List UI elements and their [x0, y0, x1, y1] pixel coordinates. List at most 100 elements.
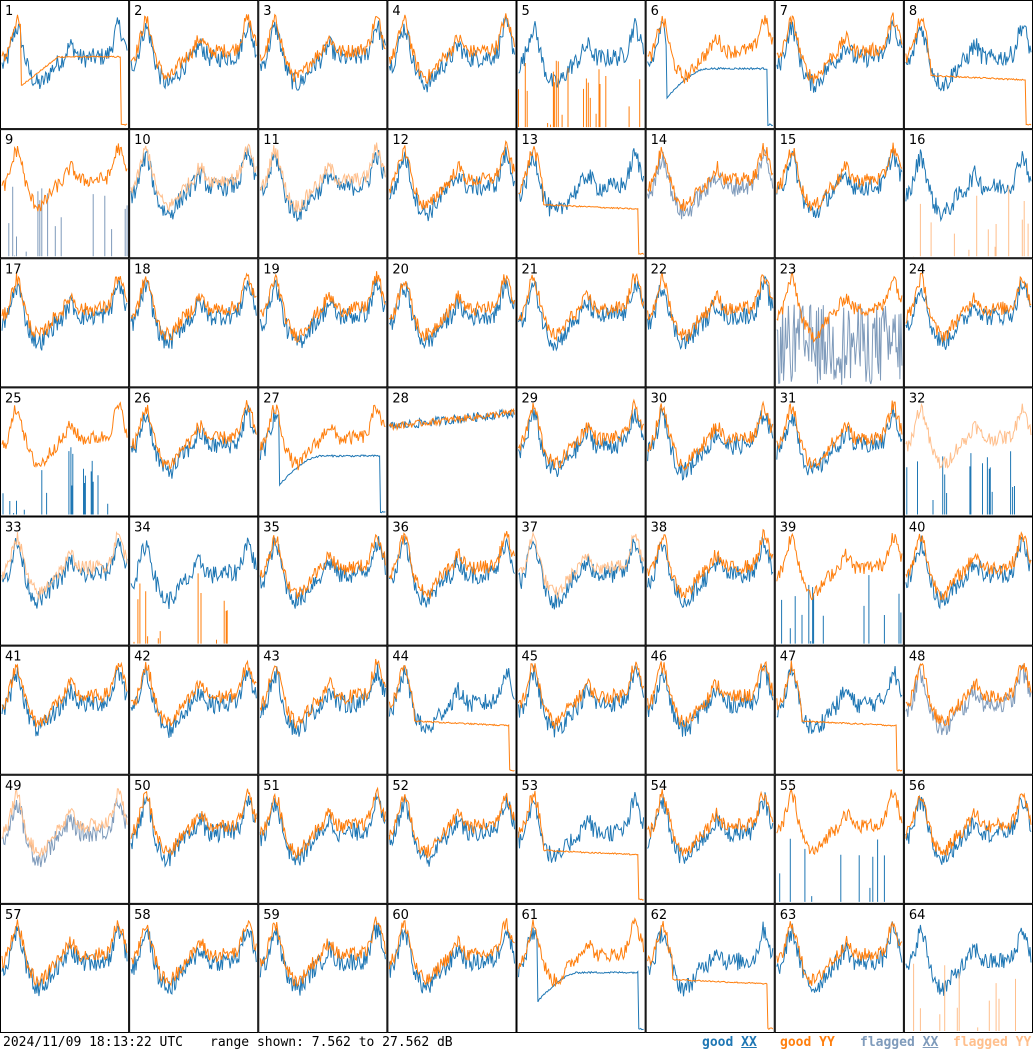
panel-label: 54 [651, 779, 668, 794]
panel-frame [774, 774, 904, 904]
panel-frame [774, 516, 904, 646]
series-xx-48 [905, 664, 1032, 736]
panel-frame [516, 387, 646, 517]
panel-49: 49 [0, 774, 130, 904]
series-yy-59 [259, 916, 386, 988]
series-yy-64 [913, 963, 1016, 1031]
panel-label: 55 [780, 779, 797, 794]
series-yy-17 [1, 273, 128, 338]
series-yy-9 [1, 143, 128, 212]
panel-label: 42 [134, 650, 151, 665]
panel-frame [258, 129, 388, 259]
panel-frame [0, 645, 130, 775]
series-yy-5 [518, 60, 645, 128]
panel-label: 34 [134, 521, 151, 536]
panel-frame [516, 258, 646, 388]
panel-frame [387, 387, 517, 517]
panel-label: 64 [909, 908, 926, 923]
series-yy-35 [259, 533, 386, 599]
panel-label: 31 [780, 391, 797, 406]
series-xx-8 [905, 25, 1032, 92]
series-xx-26 [130, 404, 257, 479]
legend-flagged-yy-pol: YY [1015, 1035, 1032, 1050]
panel-frame [0, 387, 130, 517]
series-yy-20 [389, 274, 515, 342]
panel-frame [645, 516, 775, 646]
panel-frame [258, 645, 388, 775]
panel-frame [645, 645, 775, 775]
panel-label: 6 [651, 4, 659, 19]
panel-26: 26 [129, 387, 259, 517]
range-text: range shown: 7.562 to 27.562 dB [210, 1035, 453, 1050]
panel-41: 41 [0, 645, 130, 775]
panel-label: 48 [909, 650, 926, 665]
panel-frame [774, 0, 904, 130]
series-yy-7 [776, 12, 903, 84]
panel-label: 36 [392, 521, 409, 536]
panel-label: 29 [522, 391, 539, 406]
series-yy-53 [518, 790, 644, 901]
series-xx-23 [776, 304, 903, 385]
panel-10: 10 [129, 129, 259, 259]
panel-frame [387, 516, 517, 646]
panel-3: 3 [258, 0, 388, 130]
panel-label: 24 [909, 262, 926, 277]
panel-frame [645, 774, 775, 904]
series-yy-62 [647, 921, 774, 1031]
series-yy-48 [905, 662, 1032, 726]
panel-frame [0, 516, 130, 646]
series-xx-49 [1, 798, 128, 868]
series-yy-51 [259, 786, 386, 860]
panel-label: 40 [909, 521, 926, 536]
series-yy-37 [518, 531, 645, 599]
panel-label: 14 [651, 133, 668, 148]
panel-label: 51 [263, 779, 280, 794]
series-xx-46 [647, 664, 774, 737]
panel-27: 27 [258, 387, 388, 517]
panel-label: 32 [909, 391, 926, 406]
series-yy-54 [647, 789, 774, 856]
panel-55: 55 [774, 774, 904, 904]
series-yy-32 [905, 402, 1032, 470]
panel-label: 12 [392, 133, 409, 148]
series-yy-34 [130, 573, 257, 644]
panel-40: 40 [903, 516, 1033, 646]
legend-good-yy: good YY [780, 1035, 835, 1050]
panel-33: 33 [0, 516, 130, 646]
panel-label: 16 [909, 133, 926, 148]
panel-18: 18 [129, 258, 259, 388]
panel-label: 23 [780, 262, 797, 277]
series-xx-15 [776, 149, 903, 219]
panel-frame [129, 0, 259, 130]
panel-label: 57 [5, 908, 22, 923]
panel-frame [0, 0, 130, 130]
panel-label: 59 [263, 908, 280, 923]
series-xx-16 [905, 149, 1032, 223]
series-xx-25 [2, 447, 109, 515]
series-yy-3 [259, 13, 386, 83]
series-xx-43 [259, 663, 386, 737]
series-yy-50 [130, 788, 257, 856]
series-yy-33 [1, 530, 128, 600]
footer: 2024/11/09 18:13:22 UTC range shown: 7.5… [0, 1033, 1033, 1053]
panel-47: 47 [774, 645, 904, 775]
panel-label: 58 [134, 908, 151, 923]
legend-good-xx-pol: XX [741, 1035, 757, 1050]
panel-label: 26 [134, 391, 151, 406]
panel-23: 23 [774, 258, 904, 388]
panel-label: 46 [651, 650, 668, 665]
legend-flagged-yy-word: flagged [953, 1035, 1008, 1050]
legend-good-yy-word: good [780, 1035, 812, 1050]
panel-28: 28 [387, 387, 517, 517]
panel-frame [0, 129, 130, 259]
panel-48: 48 [903, 645, 1033, 775]
panel-label: 20 [392, 262, 409, 277]
panel-57: 57 [0, 903, 130, 1033]
series-xx-27 [259, 409, 386, 514]
panel-34: 34 [129, 516, 259, 646]
series-xx-59 [259, 921, 386, 996]
panel-37: 37 [516, 516, 646, 646]
panel-54: 54 [645, 774, 775, 904]
panel-9: 9 [0, 129, 130, 259]
panel-label: 9 [5, 133, 13, 148]
